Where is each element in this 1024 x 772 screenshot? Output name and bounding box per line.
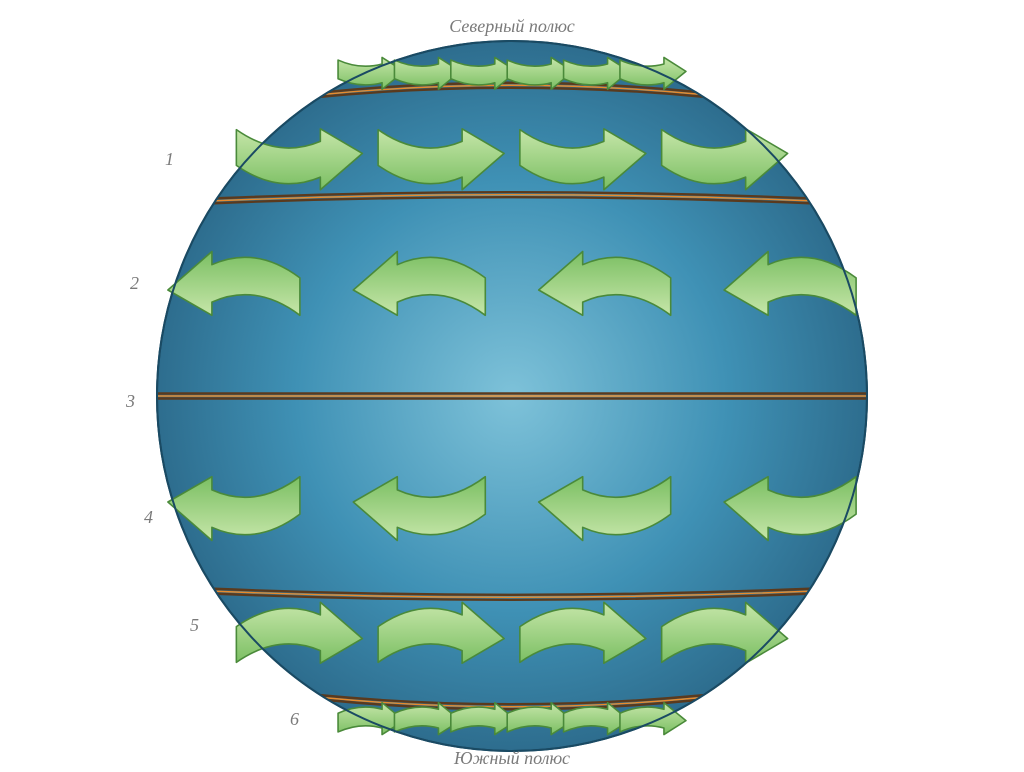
band-number-1: 1	[165, 149, 174, 170]
label-north-pole: Северный полюс	[0, 16, 1024, 37]
band-number-6: 6	[290, 709, 299, 730]
band-number-4: 4	[144, 507, 153, 528]
label-south-pole: Южный полюс	[0, 748, 1024, 769]
band-number-2: 2	[130, 273, 139, 294]
diagram-stage: Северный полюс Южный полюс 1 2 3 4 5 6	[0, 0, 1024, 767]
band-number-5: 5	[190, 615, 199, 636]
globe-svg	[0, 0, 1024, 767]
band-number-3: 3	[126, 391, 135, 412]
